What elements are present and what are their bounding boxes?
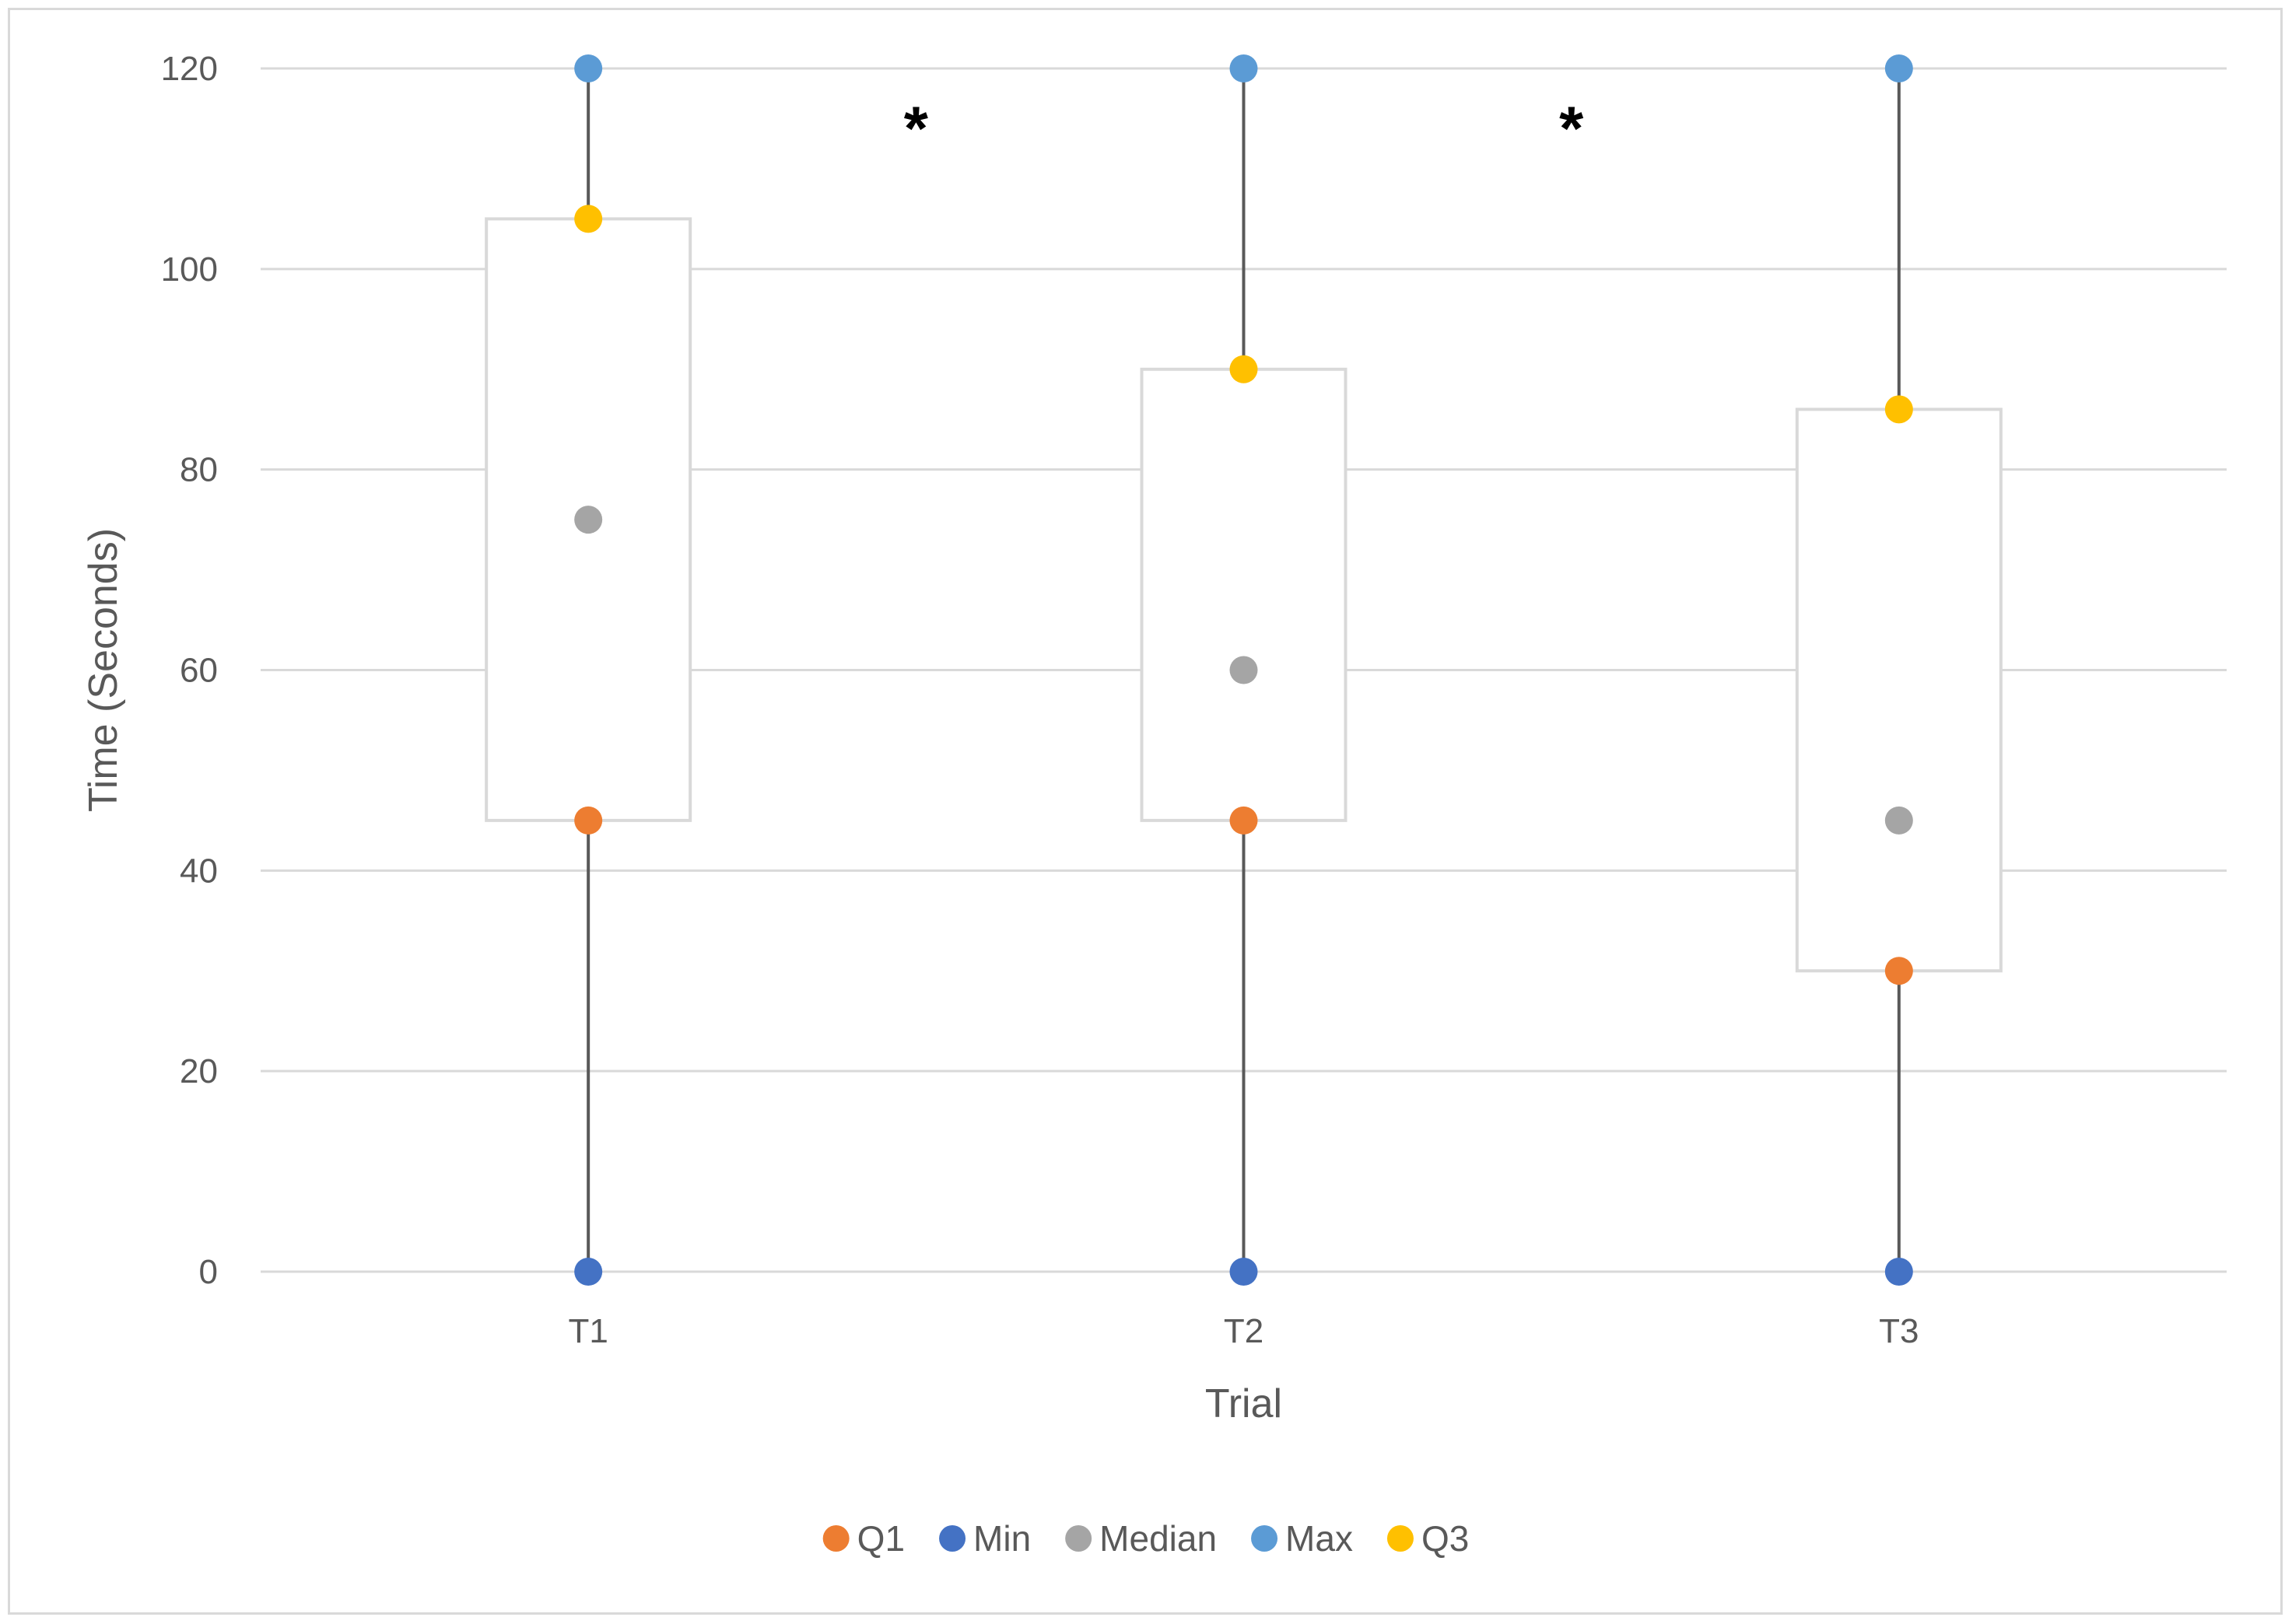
whiskers [587,68,1901,1272]
y-tick-label: 40 [180,852,218,890]
box-T3 [1795,408,2003,973]
point-max-T1 [574,54,603,82]
legend-label-min: Min [973,1518,1031,1559]
point-q3-T2 [1229,355,1258,383]
y-axis-title: Time (Seconds) [81,528,126,812]
point-q3-T1 [574,205,603,233]
y-tick-label: 120 [161,50,218,88]
legend-label-q3: Q3 [1421,1518,1469,1559]
y-tick-label: 20 [180,1052,218,1090]
x-tick-label-T2: T2 [1224,1312,1263,1350]
point-median-T1 [574,506,603,534]
data-points [574,54,1913,1286]
legend-item-max: Max [1251,1518,1353,1559]
point-max-T2 [1229,54,1258,82]
x-tick-label-T3: T3 [1879,1312,1919,1350]
y-tick-label: 0 [199,1253,218,1291]
x-axis-title: Trial [1205,1381,1282,1426]
legend-item-median: Median [1065,1518,1217,1559]
y-tick-labels: 0 20 40 60 80 100 120 [161,50,218,1291]
legend-label-max: Max [1285,1518,1353,1559]
legend-item-q3: Q3 [1386,1518,1469,1559]
legend-label-median: Median [1099,1518,1217,1559]
point-median-T3 [1884,806,1913,835]
legend-marker-q1 [822,1525,850,1552]
legend-item-q1: Q1 [822,1518,905,1559]
legend: Q1 Min Median Max Q3 [822,1518,1469,1559]
y-tick-label: 80 [180,451,218,489]
point-min-T2 [1229,1258,1258,1286]
legend-marker-median [1065,1525,1092,1552]
y-tick-label: 60 [180,652,218,690]
point-q3-T3 [1884,395,1913,424]
point-min-T1 [574,1258,603,1286]
point-max-T3 [1884,54,1913,82]
point-q1-T2 [1229,806,1258,835]
point-q1-T1 [574,806,603,835]
point-median-T2 [1229,656,1258,684]
box-T2 [1140,367,1348,822]
significance-asterisk-2: * [1559,93,1584,163]
significance-asterisk-1: * [904,93,929,163]
x-tick-label-T1: T1 [568,1312,608,1350]
legend-item-min: Min [939,1518,1031,1559]
x-tick-labels: T1 T2 T3 [568,1312,1919,1350]
legend-marker-min [939,1525,966,1552]
significance-annotations: * * [904,93,1584,163]
point-q1-T3 [1884,957,1913,985]
legend-label-q1: Q1 [857,1518,905,1559]
point-min-T3 [1884,1258,1913,1286]
y-tick-label: 100 [161,250,218,289]
legend-marker-max [1251,1525,1278,1552]
legend-marker-q3 [1386,1525,1414,1552]
